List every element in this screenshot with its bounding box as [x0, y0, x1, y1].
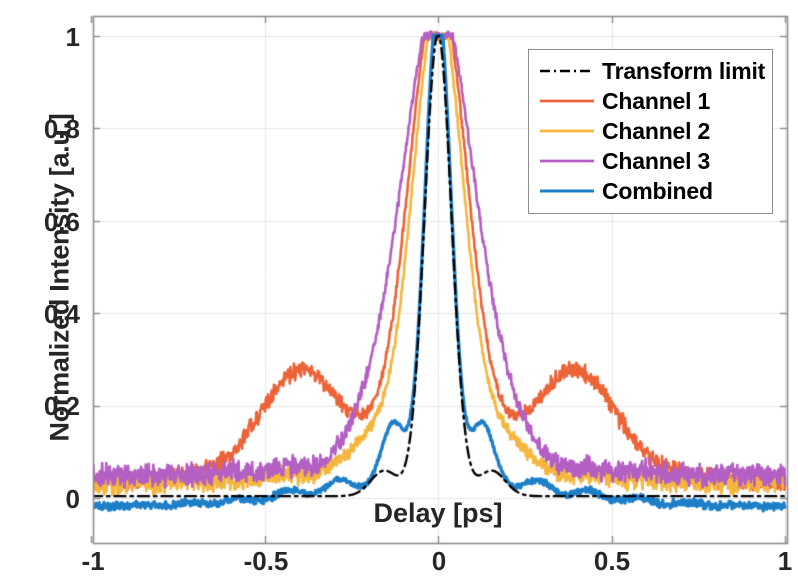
- x-tick-label-minus1: -1: [81, 546, 105, 576]
- legend-item-channel-2: Channel 2: [529, 116, 772, 146]
- y-tick-label-0.8: 0.8: [43, 114, 80, 144]
- legend-item-transform-limit: Transform limit: [529, 56, 772, 86]
- legend-item-channel-1: Channel 1: [529, 86, 772, 116]
- y-tick-label-0.4: 0.4: [43, 299, 80, 329]
- legend-label-combined: Combined: [602, 177, 713, 204]
- x-tick-label-minus0.5: -0.5: [243, 546, 289, 576]
- y-tick-label-0: 0: [65, 484, 80, 514]
- legend-swatch-channel-3: [539, 150, 595, 172]
- x-tick-label-0.5: 0.5: [593, 546, 631, 576]
- x-axis-label: Delay [ps]: [373, 498, 503, 528]
- legend-swatch-combined: [539, 180, 595, 202]
- legend-swatch-channel-2: [539, 120, 595, 142]
- x-tick-label-1: 1: [777, 546, 793, 576]
- legend-swatch-channel-1: [539, 90, 595, 112]
- chart-legend: Transform limit Channel 1 Channel 2: [528, 49, 773, 214]
- y-tick-label-0.6: 0.6: [43, 207, 80, 237]
- legend-label-channel-1: Channel 1: [602, 87, 711, 114]
- x-tick-label-0: 0: [431, 546, 447, 576]
- legend-item-combined: Combined: [529, 176, 772, 206]
- legend-swatch-transform-limit: [539, 60, 595, 82]
- y-tick-label-1: 1: [65, 22, 80, 52]
- legend-item-channel-3: Channel 3: [529, 146, 772, 176]
- legend-label-channel-3: Channel 3: [602, 147, 711, 174]
- legend-label-channel-2: Channel 2: [602, 117, 711, 144]
- legend-label-transform-limit: Transform limit: [602, 57, 766, 84]
- y-tick-label-0.2: 0.2: [43, 391, 80, 421]
